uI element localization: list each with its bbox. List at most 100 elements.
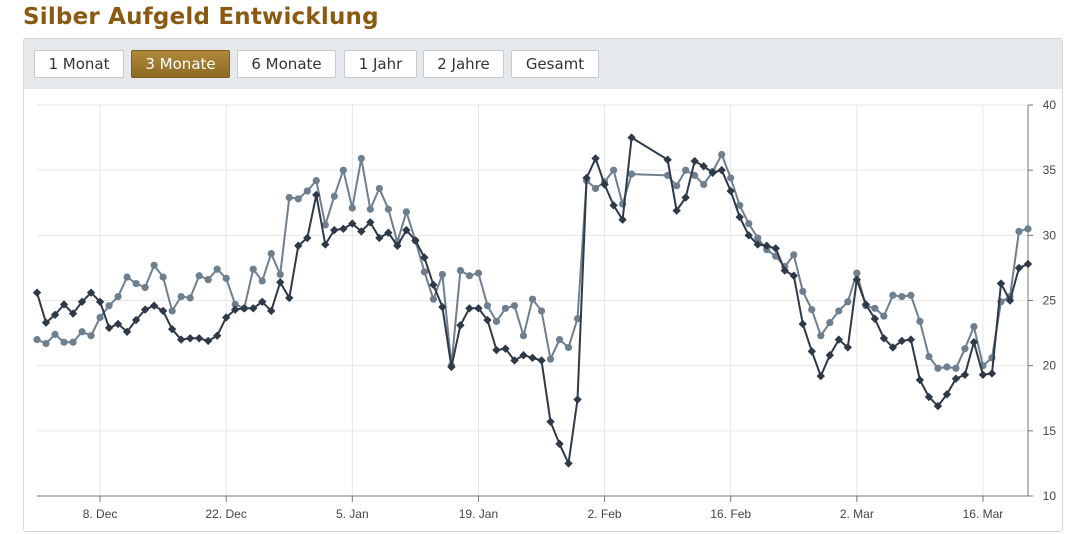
data-point-diamond	[726, 186, 735, 196]
data-point-circle	[105, 302, 113, 310]
data-point-diamond	[231, 305, 240, 314]
data-point-diamond	[627, 133, 636, 142]
data-point-circle	[952, 364, 960, 372]
data-point-circle	[1024, 225, 1032, 233]
data-point-diamond	[681, 193, 690, 202]
data-point-diamond	[258, 297, 267, 307]
data-point-diamond	[960, 370, 970, 379]
data-point-diamond	[447, 362, 456, 372]
data-point-circle	[267, 249, 275, 258]
data-point-diamond	[402, 225, 411, 235]
x-tick-label: 2. Feb	[588, 507, 622, 521]
data-point-diamond	[203, 336, 213, 346]
data-point-diamond	[113, 319, 123, 329]
data-point-circle	[249, 265, 257, 273]
range-button-2-years[interactable]: 2 Jahre	[423, 50, 504, 78]
data-point-diamond	[555, 439, 564, 449]
data-point-diamond	[122, 327, 132, 336]
data-point-circle	[907, 291, 915, 299]
data-point-diamond	[456, 321, 465, 330]
data-point-diamond	[609, 201, 618, 210]
data-point-circle	[564, 343, 573, 352]
data-point-circle	[312, 176, 320, 185]
data-point-diamond	[212, 331, 222, 340]
data-point-circle	[96, 313, 104, 322]
data-point-diamond	[501, 344, 510, 353]
data-point-diamond	[933, 401, 943, 411]
x-tick-label: 22. Dec	[206, 507, 247, 521]
range-button-3-months[interactable]: 3 Monate	[131, 50, 230, 78]
data-point-circle	[501, 304, 510, 312]
data-point-diamond	[789, 271, 798, 280]
data-point-diamond	[951, 374, 961, 383]
data-point-diamond	[969, 338, 979, 347]
data-point-circle	[429, 295, 437, 303]
data-point-diamond	[780, 266, 789, 275]
data-point-diamond	[131, 315, 141, 325]
data-point-circle	[727, 174, 735, 182]
data-point-circle	[177, 292, 185, 301]
data-point-diamond	[717, 165, 726, 175]
x-tick-label: 8. Dec	[83, 507, 118, 521]
y-tick-label: 25	[1043, 294, 1057, 308]
data-point-circle	[799, 287, 807, 295]
data-point-circle	[339, 166, 347, 174]
data-point-circle	[420, 268, 428, 276]
data-point-diamond	[798, 319, 807, 329]
data-point-diamond	[32, 288, 42, 297]
data-point-circle	[916, 317, 924, 325]
series-line-circle	[36, 153, 1029, 370]
data-point-circle	[970, 322, 978, 331]
range-button-6-months[interactable]: 6 Monate	[237, 50, 336, 78]
data-point-diamond	[249, 304, 258, 313]
data-point-diamond	[366, 218, 375, 227]
data-point-diamond	[420, 253, 429, 262]
data-point-diamond	[185, 334, 195, 343]
data-point-diamond	[312, 190, 321, 200]
data-point-diamond	[438, 302, 447, 312]
data-point-circle	[808, 306, 816, 314]
data-point-diamond	[330, 225, 339, 235]
data-point-circle	[132, 279, 140, 288]
data-point-circle	[817, 332, 825, 340]
data-point-circle	[330, 192, 338, 200]
data-point-diamond	[393, 241, 402, 250]
data-point-diamond	[618, 215, 627, 224]
data-point-circle	[294, 195, 302, 203]
data-point-circle	[691, 171, 699, 179]
data-point-diamond	[663, 155, 672, 164]
data-point-diamond	[303, 233, 312, 243]
data-point-circle	[366, 205, 374, 213]
range-button-1-month[interactable]: 1 Monat	[34, 50, 124, 78]
data-point-circle	[438, 270, 447, 279]
range-button-all[interactable]: Gesamt	[511, 50, 599, 78]
data-point-circle	[898, 292, 906, 301]
data-point-diamond	[294, 241, 303, 250]
data-point-diamond	[996, 279, 1006, 288]
data-point-diamond	[519, 351, 528, 360]
data-point-circle	[745, 220, 753, 228]
data-point-circle	[465, 272, 474, 280]
data-point-diamond	[879, 334, 889, 343]
range-button-1-year[interactable]: 1 Jahr	[344, 50, 417, 78]
premium-line-chart[interactable]: 10 15 20 25 30 35 40 8. Dec 22. Dec 5. Jan 19. Jan…	[24, 39, 1063, 532]
data-point-diamond	[140, 305, 150, 314]
data-point-diamond	[95, 297, 105, 307]
data-point-diamond	[104, 323, 114, 333]
data-point-diamond	[672, 206, 681, 215]
data-point-circle	[573, 315, 582, 323]
data-point-diamond	[924, 392, 934, 402]
data-point-circle	[546, 355, 555, 363]
data-point-diamond	[86, 288, 96, 297]
data-point-diamond	[735, 212, 744, 222]
data-point-diamond	[546, 417, 555, 426]
data-point-circle	[754, 234, 762, 242]
data-point-circle	[736, 201, 744, 209]
data-point-diamond	[573, 395, 582, 404]
data-point-diamond	[528, 353, 537, 363]
data-point-circle	[943, 363, 951, 371]
data-point-circle	[51, 330, 59, 338]
data-point-diamond	[1023, 259, 1033, 269]
data-point-diamond	[564, 459, 573, 468]
data-point-diamond	[816, 371, 825, 381]
